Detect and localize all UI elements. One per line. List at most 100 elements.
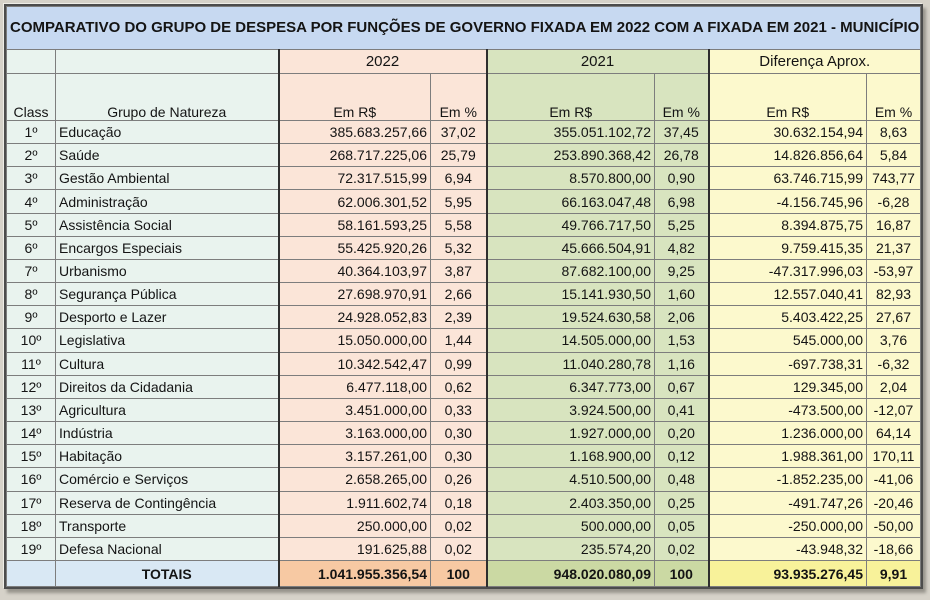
- row-class-rank: 6º: [6, 235, 56, 260]
- totals-row: TOTAIS 1.041.955.356,54 100 948.020.080,…: [6, 560, 921, 587]
- col-header-2022-amount: Em R$: [277, 73, 431, 121]
- cell-2022-amount: 72.317.515,99: [277, 166, 431, 191]
- cell-2022-percent: 3,87: [430, 258, 487, 284]
- cell-diff-amount: 63.746.715,99: [707, 166, 867, 191]
- cell-2021-amount: 45.666.504,91: [485, 235, 655, 260]
- cell-diff-percent: 8,63: [866, 119, 921, 145]
- cell-2021-percent: 0,02: [654, 536, 709, 562]
- row-class-rank: 13º: [6, 397, 56, 423]
- table-row: 16º Comércio e Serviços 2.658.265,00 0,26 4.…: [6, 467, 921, 492]
- cell-2022-amount: 40.364.103,97: [277, 258, 431, 284]
- cell-2021-amount: 19.524.630,58: [485, 305, 655, 330]
- cell-diff-percent: -12,07: [866, 397, 921, 423]
- cell-diff-percent: 170,11: [866, 444, 921, 469]
- table-row: 2º Saúde 268.717.225,06 25,79 253.890.368,42…: [6, 143, 921, 168]
- cell-diff-amount: -4.156.745,96: [707, 189, 867, 214]
- cell-2021-percent: 0,12: [654, 444, 709, 469]
- cell-2022-amount: 1.911.602,74: [277, 490, 431, 515]
- cell-2022-amount: 3.157.261,00: [277, 444, 431, 469]
- row-group-name: Reserva de Contingência: [55, 490, 279, 515]
- row-group-name: Saúde: [55, 143, 279, 168]
- cell-2022-percent: 0,02: [430, 513, 487, 538]
- cell-2021-amount: 1.927.000,00: [485, 421, 655, 446]
- cell-2022-amount: 62.006.301,52: [277, 189, 431, 214]
- row-group-name: Transporte: [55, 513, 279, 538]
- row-class-rank: 18º: [6, 513, 56, 538]
- table-row: 9º Desporto e Lazer 24.928.052,83 2,39 19.52…: [6, 305, 921, 330]
- row-class-rank: 9º: [6, 305, 56, 330]
- row-group-name: Agricultura: [55, 397, 279, 423]
- cell-diff-percent: 82,93: [866, 282, 921, 307]
- cell-diff-amount: -43.948,32: [707, 536, 867, 562]
- cell-2021-amount: 3.924.500,00: [485, 397, 655, 423]
- cell-2021-percent: 0,90: [654, 166, 709, 191]
- cell-2022-percent: 1,44: [430, 328, 487, 353]
- row-group-name: Habitação: [55, 444, 279, 469]
- cell-2022-amount: 385.683.257,66: [277, 119, 431, 145]
- cell-2021-amount: 253.890.368,42: [485, 143, 655, 168]
- row-group-name: Gestão Ambiental: [55, 166, 279, 191]
- cell-2022-amount: 3.163.000,00: [277, 421, 431, 446]
- cell-diff-amount: 30.632.154,94: [707, 119, 867, 145]
- cell-diff-amount: 8.394.875,75: [707, 212, 867, 237]
- cell-2022-amount: 15.050.000,00: [277, 328, 431, 353]
- cell-2022-percent: 0,62: [430, 374, 487, 399]
- cell-diff-percent: 2,04: [866, 374, 921, 399]
- cell-diff-percent: -6,32: [866, 351, 921, 376]
- table-row: 3º Gestão Ambiental 72.317.515,99 6,94 8.570…: [6, 166, 921, 191]
- cell-diff-percent: -18,66: [866, 536, 921, 562]
- cell-2021-amount: 66.163.047,48: [485, 189, 655, 214]
- cell-2021-percent: 0,25: [654, 490, 709, 515]
- cell-2021-amount: 235.574,20: [485, 536, 655, 562]
- cell-diff-amount: -491.747,26: [707, 490, 867, 515]
- cell-diff-amount: 129.345,00: [707, 374, 867, 399]
- row-group-name: Encargos Especiais: [55, 235, 279, 260]
- cell-2022-amount: 2.658.265,00: [277, 467, 431, 492]
- cell-2022-amount: 24.928.052,83: [277, 305, 431, 330]
- cell-2021-percent: 0,20: [654, 421, 709, 446]
- row-group-name: Cultura: [55, 351, 279, 376]
- cell-diff-amount: 545.000,00: [707, 328, 867, 353]
- group-header-2021: 2021: [485, 49, 709, 74]
- cell-2021-amount: 14.505.000,00: [485, 328, 655, 353]
- cell-diff-amount: -47.317.996,03: [707, 258, 867, 284]
- table-row: 4º Administração 62.006.301,52 5,95 66.163.0…: [6, 189, 921, 214]
- cell-diff-amount: -697.738,31: [707, 351, 867, 376]
- cell-diff-percent: -20,46: [866, 490, 921, 515]
- cell-diff-amount: -250.000,00: [707, 513, 867, 538]
- table-body: 1º Educação 385.683.257,66 37,02 355.051.102…: [6, 119, 921, 562]
- row-class-rank: 17º: [6, 490, 56, 515]
- cell-2021-amount: 49.766.717,50: [485, 212, 655, 237]
- row-class-rank: 4º: [6, 189, 56, 214]
- row-class-rank: 7º: [6, 258, 56, 284]
- cell-2022-percent: 5,95: [430, 189, 487, 214]
- cell-2021-percent: 1,53: [654, 328, 709, 353]
- totals-2022-amount: 1.041.955.356,54: [277, 560, 431, 587]
- cell-diff-amount: 1.236.000,00: [707, 421, 867, 446]
- cell-2021-amount: 11.040.280,78: [485, 351, 655, 376]
- row-group-name: Defesa Nacional: [55, 536, 279, 562]
- table-row: 12º Direitos da Cidadania 6.477.118,00 0,62…: [6, 374, 921, 399]
- group-header-2022: 2022: [277, 49, 487, 74]
- cell-diff-amount: 9.759.415,35: [707, 235, 867, 260]
- col-header-grupo-natureza: Grupo de Natureza: [55, 73, 279, 121]
- cell-diff-percent: 21,37: [866, 235, 921, 260]
- row-group-name: Desporto e Lazer: [55, 305, 279, 330]
- cell-2022-amount: 191.625,88: [277, 536, 431, 562]
- row-class-rank: 3º: [6, 166, 56, 191]
- row-group-name: Assistência Social: [55, 212, 279, 237]
- cell-2021-percent: 1,60: [654, 282, 709, 307]
- row-group-name: Direitos da Cidadania: [55, 374, 279, 399]
- cell-diff-percent: 3,76: [866, 328, 921, 353]
- col-header-2021-percent: Em %: [654, 73, 709, 121]
- totals-2021-percent: 100: [654, 560, 709, 587]
- row-class-rank: 2º: [6, 143, 56, 168]
- cell-2021-amount: 355.051.102,72: [485, 119, 655, 145]
- cell-2021-percent: 26,78: [654, 143, 709, 168]
- cell-2022-percent: 0,30: [430, 444, 487, 469]
- table-row: 1º Educação 385.683.257,66 37,02 355.051.102…: [6, 119, 921, 145]
- cell-2021-percent: 0,05: [654, 513, 709, 538]
- row-group-name: Indústria: [55, 421, 279, 446]
- table-row: 11º Cultura 10.342.542,47 0,99 11.040.280,78…: [6, 351, 921, 376]
